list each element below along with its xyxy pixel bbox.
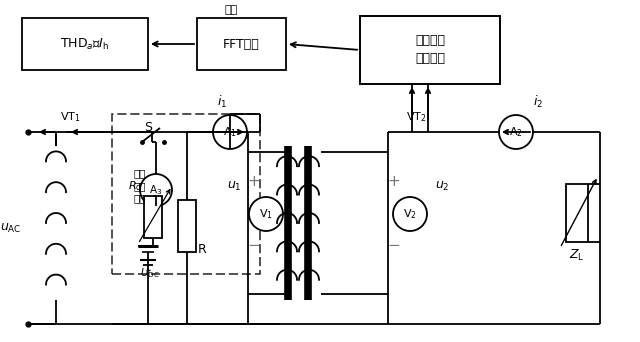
Bar xyxy=(112,114,260,274)
Text: −: − xyxy=(388,238,401,253)
Text: −: − xyxy=(248,238,260,253)
Circle shape xyxy=(213,115,247,149)
Text: $i_2$: $i_2$ xyxy=(533,94,543,110)
Text: $R_{\rm d}$: $R_{\rm d}$ xyxy=(128,179,142,193)
Text: $i_1$: $i_1$ xyxy=(217,94,227,110)
Text: $u_{\rm AC}$: $u_{\rm AC}$ xyxy=(1,222,22,235)
Circle shape xyxy=(249,197,283,231)
Text: R: R xyxy=(198,243,207,256)
Bar xyxy=(566,184,588,242)
Text: +: + xyxy=(388,174,401,189)
Text: V$_1$: V$_1$ xyxy=(259,207,273,221)
Text: VT$_1$: VT$_1$ xyxy=(60,110,81,124)
Text: FFT模块: FFT模块 xyxy=(223,38,260,51)
Circle shape xyxy=(140,174,172,206)
Text: V$_2$: V$_2$ xyxy=(403,207,417,221)
Text: THD$_{a}$、$I_{\rm h}$: THD$_{a}$、$I_{\rm h}$ xyxy=(60,37,109,52)
Bar xyxy=(144,196,162,238)
Text: A$_1$: A$_1$ xyxy=(223,125,237,139)
Bar xyxy=(360,16,500,84)
Text: 励磁电流
辨识模块: 励磁电流 辨识模块 xyxy=(415,35,445,66)
Circle shape xyxy=(499,115,533,149)
Text: A$_3$: A$_3$ xyxy=(149,183,163,197)
Text: $Z_{\rm L}$: $Z_{\rm L}$ xyxy=(569,248,585,263)
Text: VT$_2$: VT$_2$ xyxy=(406,110,427,124)
Text: 直流
注入
模块: 直流 注入 模块 xyxy=(134,169,147,203)
Bar xyxy=(197,18,286,70)
Circle shape xyxy=(393,197,427,231)
Text: $u_2$: $u_2$ xyxy=(435,180,449,193)
Text: 输出: 输出 xyxy=(225,5,238,15)
Text: $u_1$: $u_1$ xyxy=(227,180,242,193)
Text: $U_{\rm DC}$: $U_{\rm DC}$ xyxy=(140,266,160,280)
Text: S: S xyxy=(144,121,152,134)
Bar xyxy=(178,200,196,252)
Bar xyxy=(22,18,148,70)
Text: A$_2$: A$_2$ xyxy=(509,125,523,139)
Text: +: + xyxy=(248,174,260,189)
